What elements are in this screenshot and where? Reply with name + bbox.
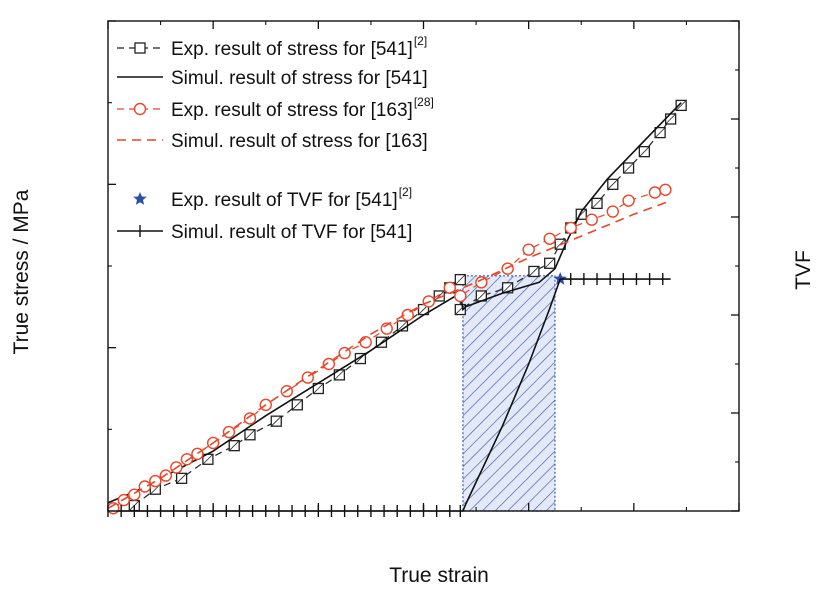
square-marker-slash	[397, 320, 408, 332]
circle-marker	[659, 183, 672, 196]
series-layer	[107, 99, 687, 517]
legend-entry: Exp. result of TVF for [541] [2]	[133, 185, 412, 211]
legend-ref: [2]	[414, 34, 427, 48]
series-5	[107, 273, 671, 517]
circle-marker	[585, 213, 598, 226]
square-marker-slash	[292, 399, 303, 411]
square-marker-slash	[544, 257, 555, 269]
legend-entry: Simul. result of stress for [541]	[117, 68, 428, 89]
legend-entry: Exp. result of stress for [163] [28]	[117, 95, 434, 121]
legend-label: Simul. result of TVF for [541]	[171, 222, 412, 243]
circle-marker	[180, 453, 194, 466]
legend-label: Exp. result of stress for [163]	[171, 100, 413, 121]
square-marker-slash	[639, 146, 650, 157]
square-marker-slash	[228, 440, 240, 451]
legend-label: Simul. result of stress for [163]	[171, 131, 428, 152]
square-marker-slash	[623, 162, 634, 174]
legend: Exp. result of stress for [541] [2]Simul.…	[117, 34, 434, 243]
circle-marker	[522, 243, 535, 256]
square-marker-slash	[675, 100, 687, 111]
circle-marker	[648, 186, 662, 199]
shaded-region-b	[462, 275, 556, 512]
legend-circle-marker	[133, 102, 147, 116]
square-marker-slash	[455, 304, 466, 315]
x-axis-title: True strain	[389, 564, 489, 587]
circle-marker	[501, 262, 514, 275]
circle-marker	[191, 447, 204, 461]
legend-label: Exp. result of stress for [541]	[171, 39, 413, 60]
square-marker-slash	[433, 290, 445, 302]
square-marker-slash	[654, 127, 666, 138]
square-marker-slash	[502, 282, 513, 294]
circle-marker	[138, 480, 152, 493]
series-line	[107, 102, 682, 504]
circle-marker	[149, 474, 162, 488]
legend-label: Exp. result of TVF for [541]	[171, 190, 398, 211]
square-marker-slash	[313, 383, 324, 394]
series-line	[107, 199, 671, 509]
square-marker-slash	[334, 369, 345, 381]
square-marker-slash	[591, 198, 603, 209]
legend-ref: [28]	[414, 95, 434, 109]
square-marker-slash	[270, 415, 282, 427]
circle-marker	[606, 205, 619, 218]
legend-entry: Simul. result of stress for [163]	[117, 131, 428, 152]
y-axis-left-title: True stress / MPa	[10, 189, 33, 354]
series-1	[107, 102, 682, 504]
circle-marker	[322, 357, 336, 371]
legend-square-marker	[134, 42, 146, 54]
legend-label: Simul. result of stress for [541]	[171, 68, 428, 89]
square-marker-slash	[607, 179, 619, 190]
circle-marker	[243, 412, 257, 425]
series-2	[107, 183, 672, 515]
square-marker-slash	[455, 274, 466, 285]
legend-star-marker	[133, 192, 147, 205]
series-3	[107, 199, 671, 509]
circle-marker	[454, 289, 467, 303]
y-axis-right-title: TVF	[792, 250, 815, 290]
legend-entry: Exp. result of stress for [541] [2]	[117, 34, 427, 60]
square-marker-slash	[202, 453, 214, 465]
legend-ref: [2]	[399, 185, 412, 199]
circle-marker	[564, 221, 577, 235]
legend-entry: Simul. result of TVF for [541]	[117, 222, 412, 243]
square-marker-slash	[176, 473, 187, 484]
series-line	[108, 278, 671, 512]
circle-marker	[622, 194, 635, 207]
shaded-region-layer	[462, 275, 556, 512]
square-marker-slash	[528, 266, 540, 277]
circle-marker	[475, 276, 488, 289]
square-marker-slash	[476, 290, 487, 302]
square-marker-slash	[665, 113, 676, 125]
square-marker-slash	[244, 429, 256, 441]
circle-marker	[443, 281, 456, 294]
circle-marker	[543, 232, 556, 245]
